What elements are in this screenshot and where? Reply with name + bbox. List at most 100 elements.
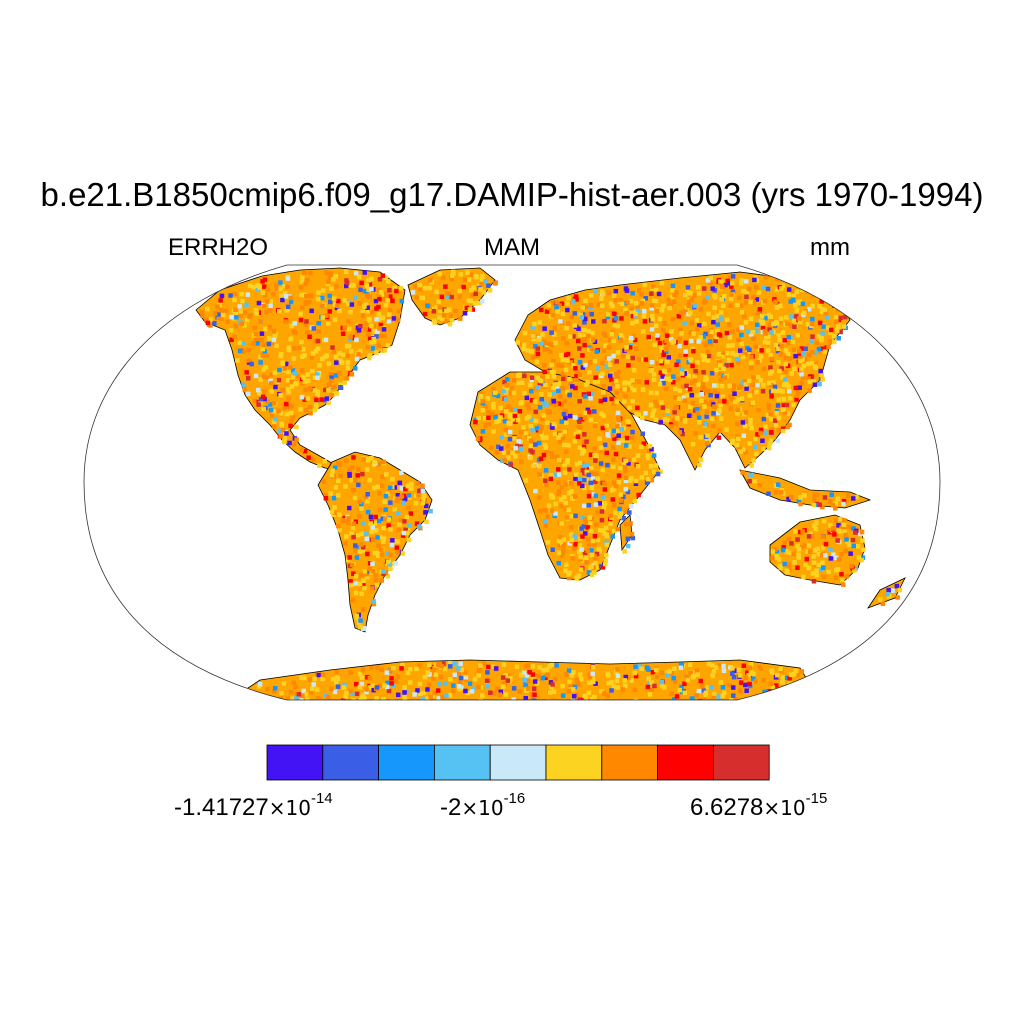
speckle-cell [618, 511, 624, 516]
speckle-cell [777, 368, 782, 374]
speckle-cell [413, 501, 419, 506]
speckle-cell [293, 382, 298, 387]
speckle-cell [408, 511, 414, 516]
speckle-cell [623, 393, 628, 399]
speckle-cell [761, 383, 766, 388]
speckle-cell [597, 436, 602, 441]
speckle-cell [712, 383, 717, 388]
speckle-cell [507, 421, 513, 426]
speckle-cell [590, 538, 596, 544]
speckle-cell [301, 375, 306, 380]
speckle-cell [595, 366, 601, 371]
speckle-cell [199, 310, 205, 315]
speckle-cell [308, 410, 313, 416]
speckle-cell [653, 287, 659, 293]
speckle-cell [689, 392, 694, 398]
speckle-cell [795, 685, 800, 690]
speckle-cell [256, 402, 261, 407]
speckle-cell [567, 679, 572, 685]
speckle-cell [643, 411, 648, 416]
speckle-cell [397, 522, 402, 527]
speckle-cell [265, 299, 270, 304]
speckle-cell [278, 353, 283, 359]
speckle-cell [394, 498, 399, 503]
speckle-cell [369, 276, 374, 282]
speckle-cell [262, 374, 267, 379]
speckle-cell [290, 413, 296, 419]
speckle-cell [523, 696, 528, 700]
speckle-cell [754, 389, 759, 395]
speckle-cell [384, 670, 390, 675]
speckle-cell [623, 307, 628, 313]
speckle-cell [630, 399, 635, 404]
speckle-cell [593, 479, 598, 485]
speckle-cell [740, 420, 746, 425]
speckle-cell [739, 341, 744, 346]
speckle-cell [600, 303, 605, 308]
speckle-cell [246, 358, 252, 363]
speckle-cell [399, 486, 405, 491]
speckle-cell [660, 374, 665, 379]
speckle-cell [238, 309, 243, 314]
speckle-cell [603, 558, 608, 563]
speckle-cell [390, 476, 395, 482]
speckle-cell [716, 435, 722, 440]
speckle-cell [724, 330, 730, 336]
speckle-cell [826, 569, 831, 575]
speckle-cell [262, 349, 267, 354]
speckle-cell [851, 496, 856, 501]
speckle-cell [492, 691, 497, 696]
speckle-cell [697, 462, 702, 468]
speckle-cell [591, 319, 596, 324]
speckle-cell [388, 294, 393, 299]
speckle-cell [271, 419, 277, 425]
speckle-cell [706, 388, 712, 394]
speckle-cell [599, 689, 604, 694]
speckle-cell [272, 370, 278, 376]
speckle-cell [769, 369, 774, 374]
speckle-cell [336, 523, 341, 529]
speckle-cell [829, 295, 834, 301]
speckle-cell [382, 348, 388, 353]
speckle-cell [299, 675, 304, 680]
speckle-cell [629, 306, 634, 311]
speckle-cell [284, 411, 290, 417]
speckle-cell [812, 497, 817, 502]
speckle-cell [768, 681, 773, 687]
speckle-cell [476, 673, 481, 678]
speckle-cell [788, 672, 794, 678]
speckle-cell [309, 308, 314, 314]
speckle-cell [688, 291, 693, 296]
speckle-cell [781, 428, 786, 434]
speckle-cell [414, 521, 420, 526]
speckle-cell [596, 302, 602, 307]
speckle-cell [415, 481, 420, 486]
speckle-cell [599, 509, 605, 514]
speckle-cell [393, 678, 399, 684]
speckle-cell [676, 396, 682, 401]
speckle-cell [360, 548, 366, 553]
speckle-cell [278, 434, 284, 439]
speckle-cell [247, 314, 252, 319]
speckle-cell [767, 692, 772, 698]
speckle-cell [540, 381, 545, 387]
speckle-cell [785, 424, 790, 430]
speckle-cell [237, 348, 243, 354]
speckle-cell [405, 530, 410, 536]
speckle-cell [730, 281, 735, 286]
speckle-cell [859, 557, 864, 563]
speckle-cell [671, 380, 676, 385]
speckle-cell [473, 419, 478, 425]
speckle-cell [406, 495, 412, 500]
speckle-cell [686, 303, 691, 309]
speckle-cell [568, 514, 574, 519]
speckle-cell [713, 665, 719, 670]
speckle-cell [540, 675, 545, 681]
speckle-cell [819, 293, 825, 299]
speckle-cell [437, 271, 442, 277]
speckle-cell [383, 570, 389, 576]
speckle-cell [369, 529, 375, 534]
speckle-cell [328, 297, 333, 302]
speckle-cell [485, 670, 490, 675]
speckle-cell [727, 383, 732, 389]
